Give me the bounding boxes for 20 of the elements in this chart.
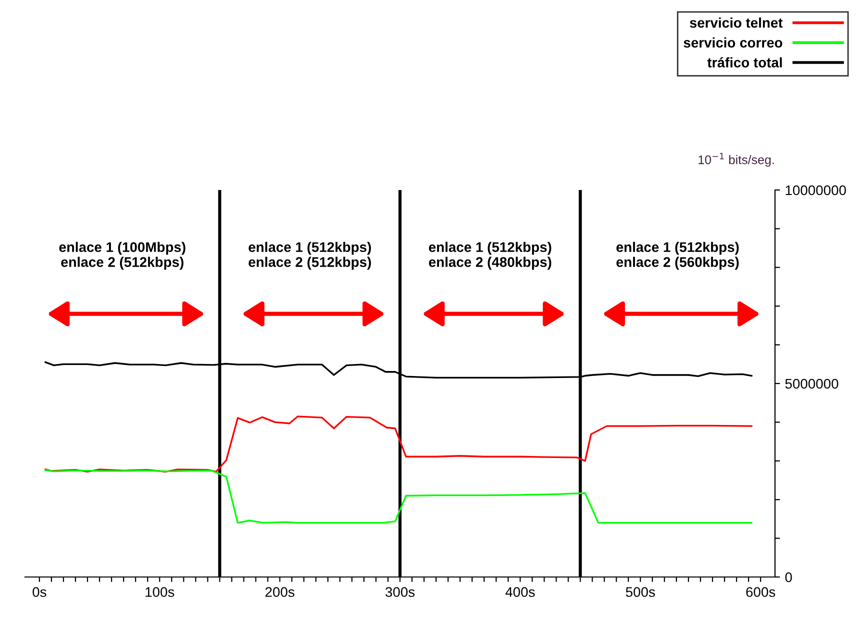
legend-label: tráfico total — [707, 57, 782, 68]
y-axis-title: 10$^{−1}$ bits/seg. — [698, 152, 774, 167]
x-tick-label: 200s — [265, 587, 294, 597]
legend-label: servicio telnet — [690, 18, 783, 28]
x-tick-label: 100s — [146, 587, 174, 597]
x-tick-label: 0s — [32, 587, 46, 597]
legend-label: servicio correo — [684, 37, 782, 48]
x-tick-label: 500s — [626, 587, 655, 597]
annotation: enlace 1 (512kbps) enlace 2 (512kbps) — [248, 242, 371, 270]
annotation: enlace 1 (512kbps) enlace 2 (480kbps) — [428, 242, 552, 270]
y-tick-label: 5000000 — [785, 378, 838, 389]
annotation: enlace 1 (512kbps) enlace 2 (560kbps) — [616, 242, 739, 270]
line-series — [44, 416, 752, 473]
line-series — [44, 469, 752, 524]
x-tick-label: 600s — [746, 587, 776, 597]
annotation: enlace 1 (100Mbps) enlace 2 (512kbps) — [59, 242, 186, 270]
y-tick-label: 10000000 — [786, 185, 846, 196]
x-tick-label: 300s — [385, 587, 415, 597]
y-tick-label: 0 — [785, 572, 792, 582]
x-tick-label: 400s — [505, 587, 535, 597]
